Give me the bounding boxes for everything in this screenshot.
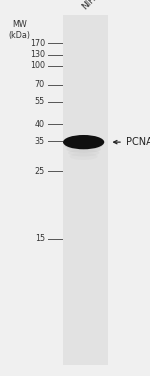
Text: 100: 100 — [30, 61, 45, 70]
Text: (kDa): (kDa) — [9, 31, 30, 40]
Ellipse shape — [63, 135, 104, 149]
Text: MW: MW — [12, 20, 27, 29]
Text: 25: 25 — [35, 167, 45, 176]
Text: 40: 40 — [35, 120, 45, 129]
Text: 130: 130 — [30, 50, 45, 59]
Ellipse shape — [65, 142, 103, 149]
Text: 170: 170 — [30, 39, 45, 48]
Text: 55: 55 — [35, 97, 45, 106]
Text: NIH3T3: NIH3T3 — [80, 0, 110, 11]
Text: 35: 35 — [35, 136, 45, 146]
Text: PCNA: PCNA — [126, 137, 150, 147]
Ellipse shape — [66, 146, 101, 153]
Text: 15: 15 — [35, 234, 45, 243]
Text: 70: 70 — [35, 80, 45, 89]
Bar — [63, 15, 108, 365]
